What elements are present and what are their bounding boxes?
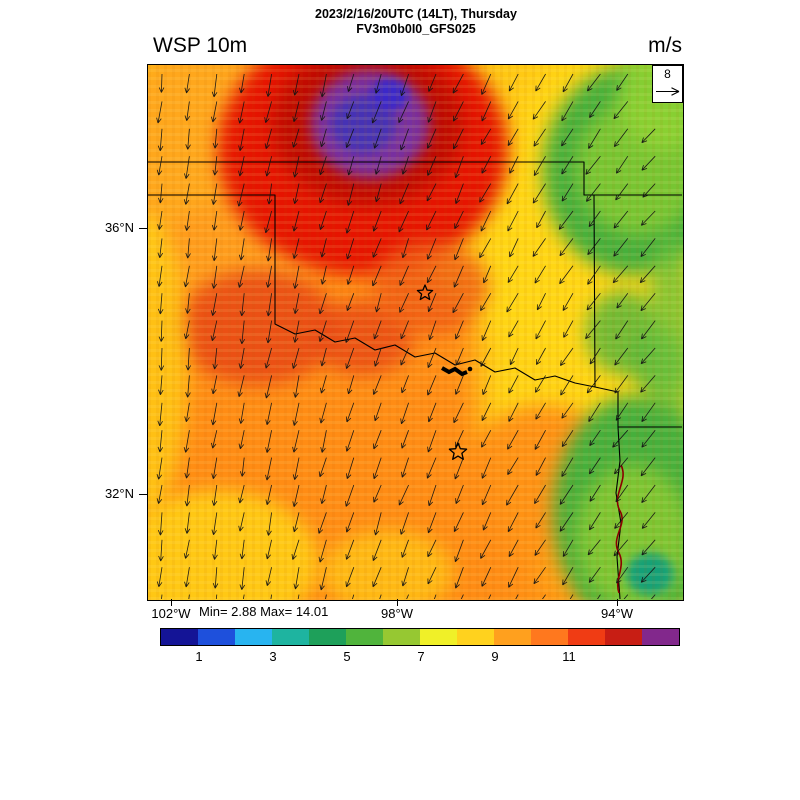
colorbar-segment (494, 629, 531, 645)
oklahoma-border (148, 161, 596, 388)
river-sabine (615, 464, 624, 594)
map-canvas: 8 36°N 32°N 102°W 98°W 94°W (105, 64, 684, 621)
colorbar-tick-label: 5 (343, 649, 351, 664)
colorbar-segment (531, 629, 568, 645)
colorbar-segment (605, 629, 642, 645)
title-datetime: 2023/2/16/20UTC (14LT), Thursday (315, 7, 517, 21)
colorbar-segment (235, 629, 272, 645)
colorbar-tick-label: 11 (562, 649, 576, 664)
lat-tick-mark (138, 228, 147, 229)
lon-tick-label: 94°W (601, 606, 633, 621)
city-star-marker (416, 284, 434, 301)
variable-label: WSP 10m (153, 34, 248, 57)
fill-region-teal (626, 553, 674, 595)
colorbar-segments (160, 628, 680, 646)
reference-vector-value: 8 (664, 67, 671, 81)
lake-dot (467, 366, 473, 372)
windspeed-fill-field (148, 65, 683, 600)
colorbar-tick-label: 9 (491, 649, 499, 664)
colorbar-tick-label: 7 (417, 649, 425, 664)
fill-region-red (373, 240, 488, 335)
city-star-markers (416, 284, 468, 460)
state-borders (148, 161, 682, 599)
colorbar: 1 3 5 7 9 11 (160, 628, 680, 670)
lon-tick-mark (171, 599, 172, 606)
lake-texoma (441, 366, 468, 377)
colorbar-segment (272, 629, 309, 645)
colorbar-segment (346, 629, 383, 645)
colorbar-segment (457, 629, 494, 645)
colorbar-tick-label: 1 (195, 649, 203, 664)
lon-tick-label: 102°W (151, 606, 191, 621)
colorbar-segment (198, 629, 235, 645)
colorbar-segment (642, 629, 679, 645)
plot-title-block: 2023/2/16/20UTC (14LT), Thursday FV3m0b0… (0, 7, 800, 37)
lon-tick-mark (617, 599, 618, 606)
lon-tick-label: 98°W (381, 606, 413, 621)
wind-arrow-glyphs (156, 73, 656, 599)
wind-arrows-layer (156, 73, 656, 599)
colorbar-segment (309, 629, 346, 645)
lat-tick-label: 36°N (104, 220, 134, 235)
grid-speckle-texture (148, 65, 683, 600)
colorbar-segment (383, 629, 420, 645)
colorbar-segment (568, 629, 605, 645)
lon-tick-mark (397, 599, 398, 606)
colorbar-segment (420, 629, 457, 645)
colorbar-segment (161, 629, 198, 645)
lat-tick-mark (138, 494, 147, 495)
fill-region-yellow (323, 530, 453, 600)
title-model-run: FV3m0b0I0_GFS025 (356, 22, 476, 36)
fill-region-red (178, 270, 338, 385)
colorbar-tick-label: 3 (269, 649, 277, 664)
minmax-stats: Min= 2.88 Max= 14.01 (199, 604, 329, 619)
reference-vector-arrow-icon (655, 87, 679, 96)
reference-vector-box: 8 (652, 65, 683, 103)
city-star-marker (448, 442, 468, 460)
lat-tick-label: 32°N (104, 486, 134, 501)
units-label: m/s (648, 34, 682, 57)
